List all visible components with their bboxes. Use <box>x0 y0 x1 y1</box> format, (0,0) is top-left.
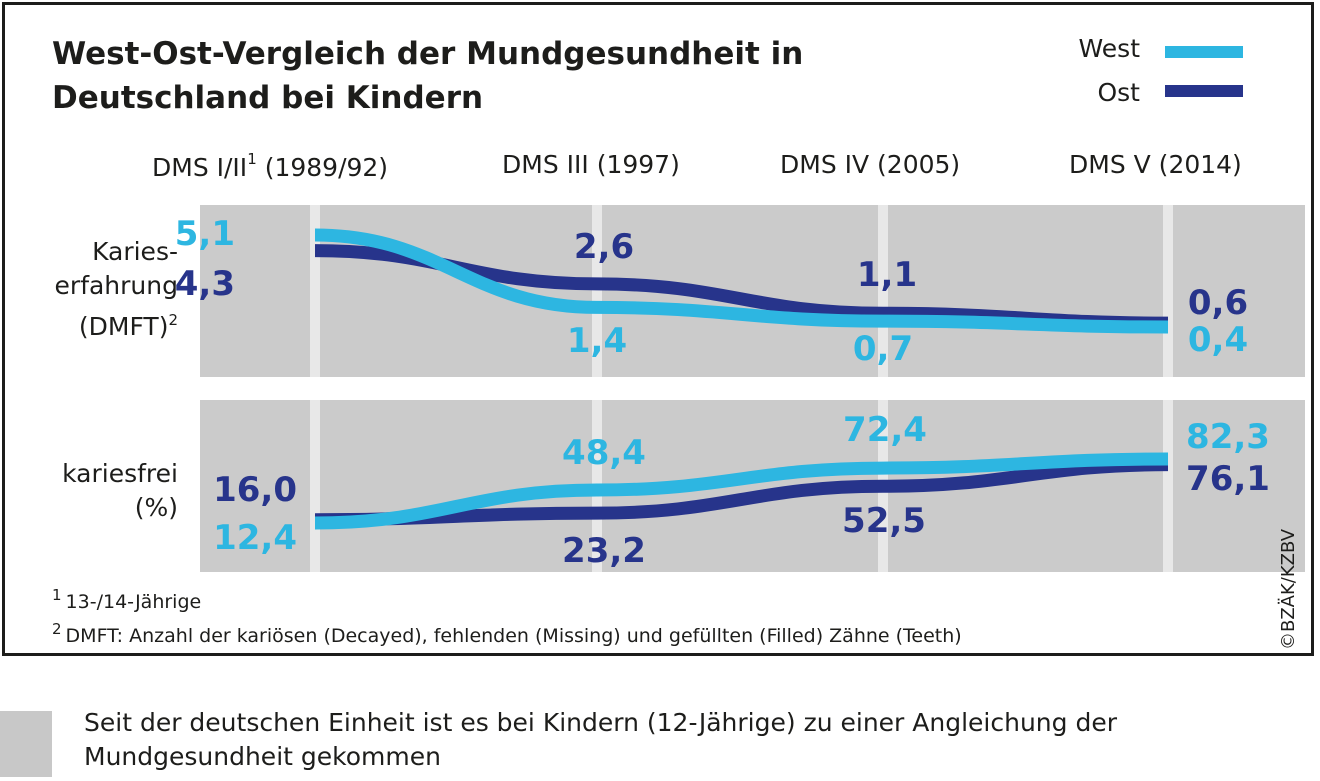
data-labels: 5,1 1,4 0,7 0,4 4,3 2,6 1,1 0,6 12,4 48,4 72,4 82,3… <box>175 214 1270 571</box>
panel-dmft-background <box>200 205 1305 377</box>
column-header-dms-1-2-year: (1989/92) <box>264 153 389 182</box>
row-label-kariesfrei-line2: (%) <box>134 493 178 522</box>
panel-kariesfrei-label-west-2: 48,4 <box>562 433 646 473</box>
credit-text: ©BZÄK/KZBV <box>1278 528 1299 650</box>
panel-kariesfrei-label-west-1: 12,4 <box>213 518 297 558</box>
panel-dmft-label-ost-4: 0,6 <box>1188 283 1248 323</box>
panel-dmft-label-ost-3: 1,1 <box>857 255 917 295</box>
panel-dmft-label-west-4: 0,4 <box>1188 320 1248 360</box>
panel-dmft-label-west-3: 0,7 <box>853 329 913 369</box>
panel-kariesfrei-label-ost-2: 23,2 <box>562 531 646 571</box>
panel-kariesfrei-label-ost-3: 52,5 <box>842 501 926 541</box>
panel-dmft-divider-1 <box>310 205 320 377</box>
panel-dmft-divider-2 <box>592 205 602 377</box>
panels <box>200 205 1305 572</box>
legend-ost-swatch <box>1165 85 1243 97</box>
series-lines <box>314 228 1169 530</box>
panel-kariesfrei-line-west <box>314 452 1169 530</box>
panel-dmft-divider-3 <box>878 205 888 377</box>
column-header-dms-1-2: DMS I/II1 (1989/92) <box>152 150 388 182</box>
column-header-dms-5: DMS V (2014) <box>1069 150 1242 179</box>
panel-dmft-label-ost-2: 2,6 <box>574 227 634 267</box>
row-label-kariesfrei: kariesfrei (%) <box>62 457 178 525</box>
panel-dmft-line-west <box>314 228 1169 334</box>
row-label-dmft-line2: erfahrung <box>54 271 178 300</box>
footnote-1-text: 13-/14-Jährige <box>65 591 202 613</box>
panel-kariesfrei-divider-4 <box>1163 400 1173 572</box>
legend-ost-label: Ost <box>1097 78 1140 107</box>
row-label-dmft-line3: (DMFT) <box>78 312 169 341</box>
panel-kariesfrei-label-ost-4: 76,1 <box>1186 459 1270 499</box>
chart-frame <box>2 2 1314 656</box>
panel-kariesfrei-line-ost <box>314 458 1169 527</box>
footnote-1-mark: 1 <box>52 586 62 604</box>
footnote-2: 2 DMFT: Anzahl der kariösen (Decayed), fe… <box>52 620 962 647</box>
footnote-ref-1: 1 <box>247 150 257 168</box>
panel-kariesfrei-background <box>200 400 1305 572</box>
chart-title: West-Ost-Vergleich der Mundgesundheit in… <box>52 36 804 116</box>
footnote-1: 1 13-/14-Jährige <box>52 586 201 613</box>
caption-marker <box>0 711 52 777</box>
panel-kariesfrei-divider-1 <box>310 400 320 572</box>
row-label-dmft-line3-wrap: (DMFT)2 <box>55 303 178 344</box>
legend-west-swatch <box>1165 46 1243 58</box>
footnote-2-mark: 2 <box>52 620 62 638</box>
column-header-dms-3: DMS III (1997) <box>502 150 680 179</box>
legend-west-label: West <box>1078 34 1140 63</box>
panel-dmft-label-west-1: 5,1 <box>175 214 235 254</box>
row-label-kariesfrei-line1: kariesfrei <box>62 459 178 488</box>
caption-text: Seit der deutschen Einheit ist es bei Ki… <box>84 708 1117 771</box>
row-label-dmft-line1: Karies- <box>92 237 178 266</box>
panel-dmft-label-west-2: 1,4 <box>567 321 627 361</box>
panel-kariesfrei-label-ost-1: 16,0 <box>213 470 297 510</box>
footnote-2-text: DMFT: Anzahl der kariösen (Decayed), feh… <box>65 625 962 647</box>
column-header-dms-1-2-label: DMS I/II <box>152 153 248 182</box>
panel-dmft-label-ost-1: 4,3 <box>175 264 235 304</box>
footnote-ref-2: 2 <box>168 311 178 329</box>
panel-kariesfrei-label-west-3: 72,4 <box>843 410 927 450</box>
panel-dmft-divider-4 <box>1163 205 1173 377</box>
row-label-dmft: Karies- erfahrung (DMFT)2 <box>55 235 178 344</box>
column-header-dms-4: DMS IV (2005) <box>780 150 961 179</box>
panel-kariesfrei-label-west-4: 82,3 <box>1186 417 1270 457</box>
